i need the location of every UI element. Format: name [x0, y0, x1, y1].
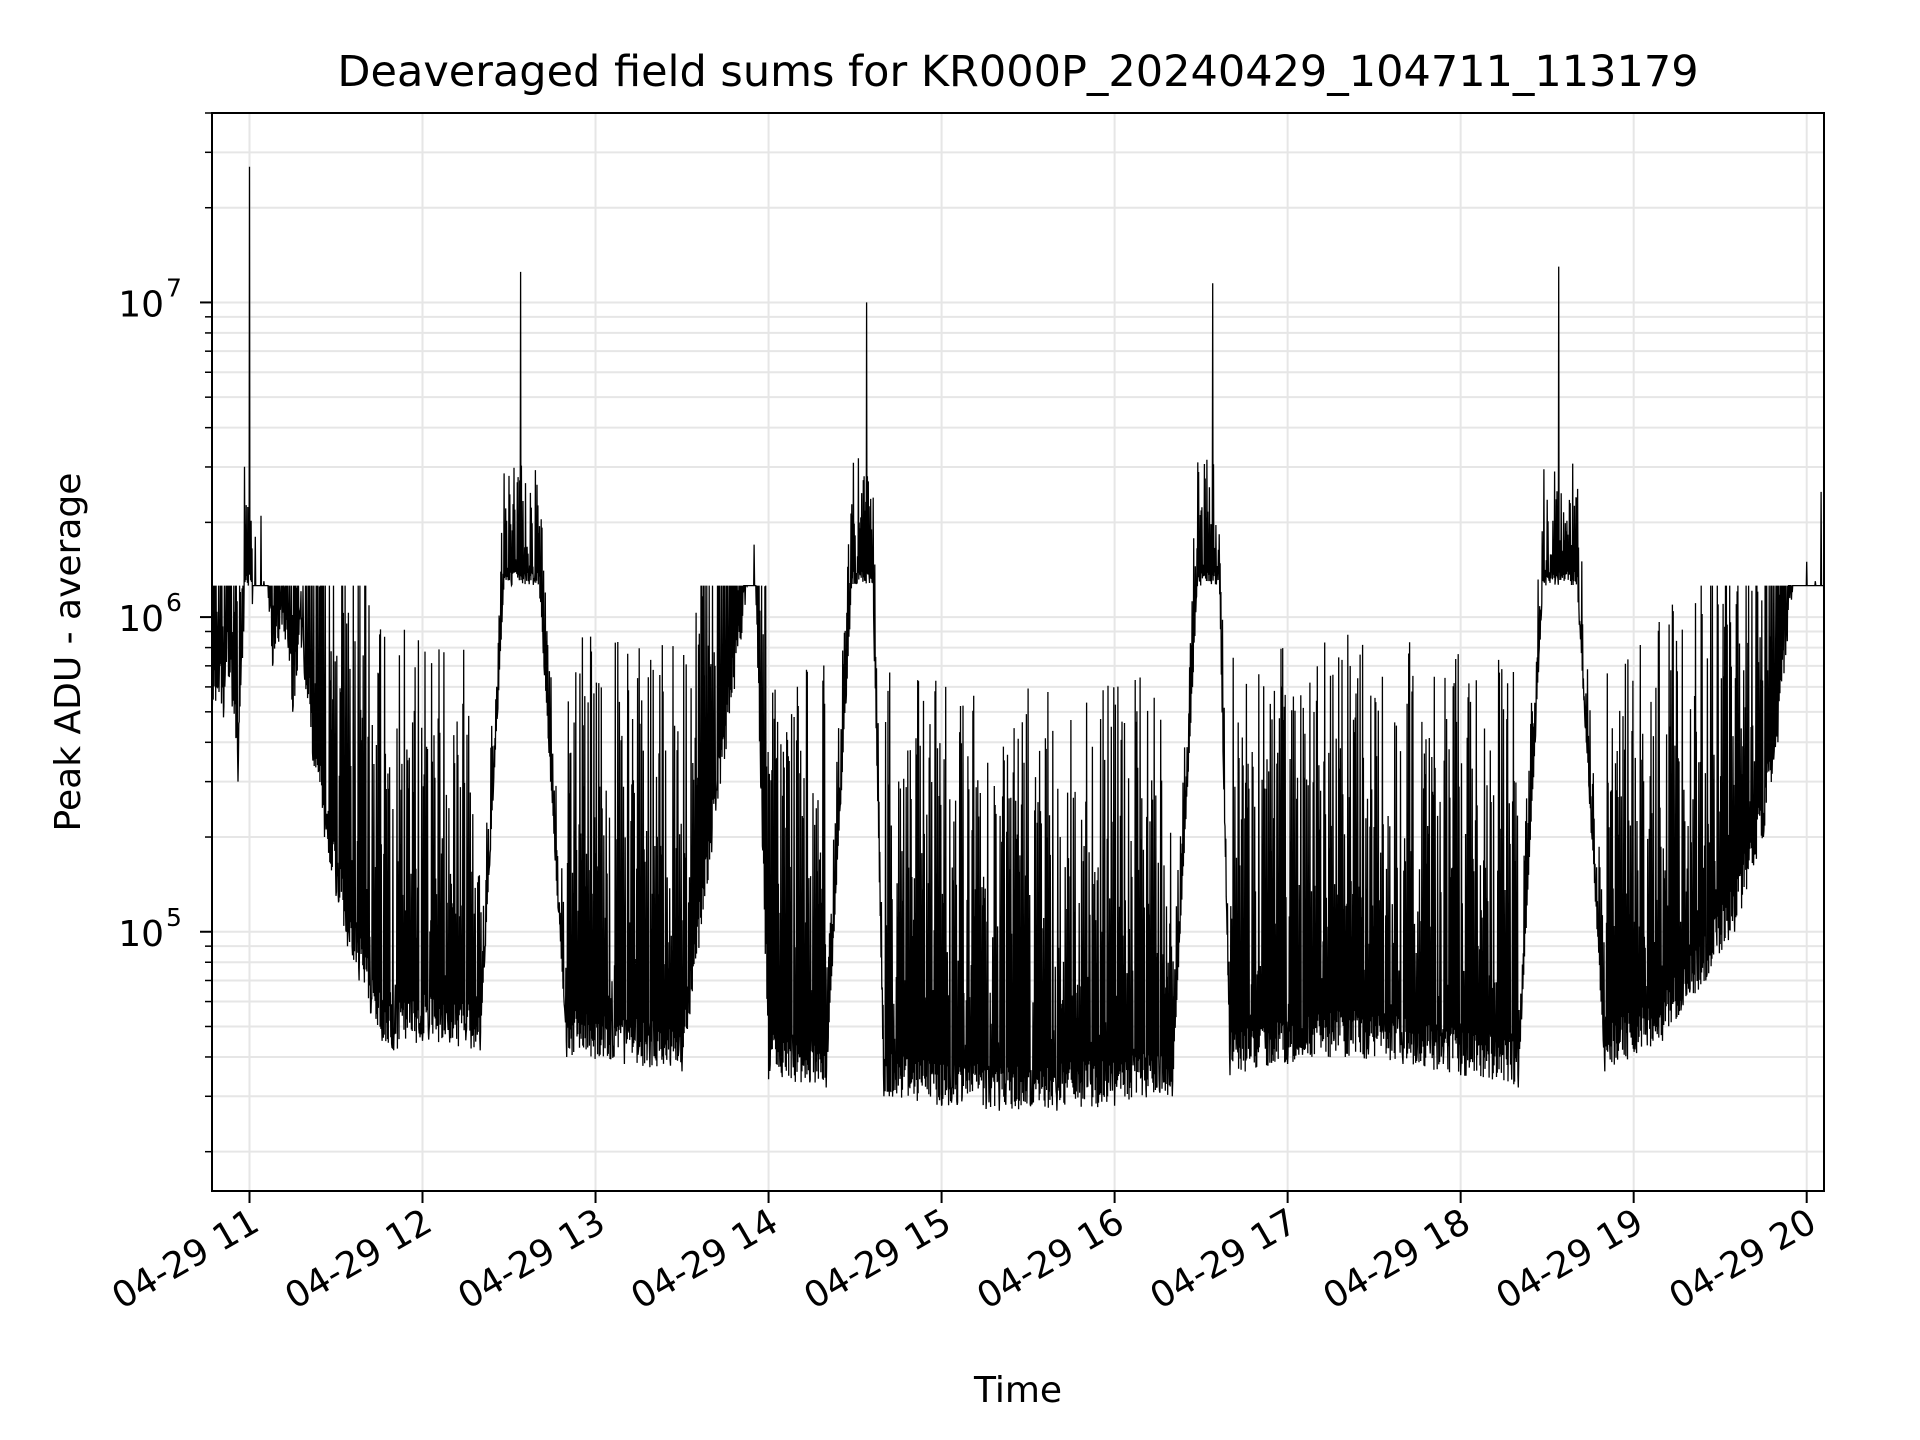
series-line	[211, 166, 1825, 1111]
y-tick-label: 10	[118, 284, 164, 325]
y-tick-exponent: 7	[166, 273, 182, 302]
series-layer	[211, 166, 1825, 1111]
plot-frame	[211, 112, 1825, 1192]
y-tick-exponent: 6	[166, 588, 182, 617]
y-axis-label: Peak ADU - average	[48, 473, 89, 832]
y-tick-exponent: 5	[166, 903, 182, 932]
y-tick-label: 10	[118, 914, 164, 955]
x-axis-label: Time	[973, 1370, 1062, 1411]
chart-title: Deaveraged field sums for KR000P_2024042…	[337, 47, 1698, 97]
y-tick-label: 10	[118, 599, 164, 640]
